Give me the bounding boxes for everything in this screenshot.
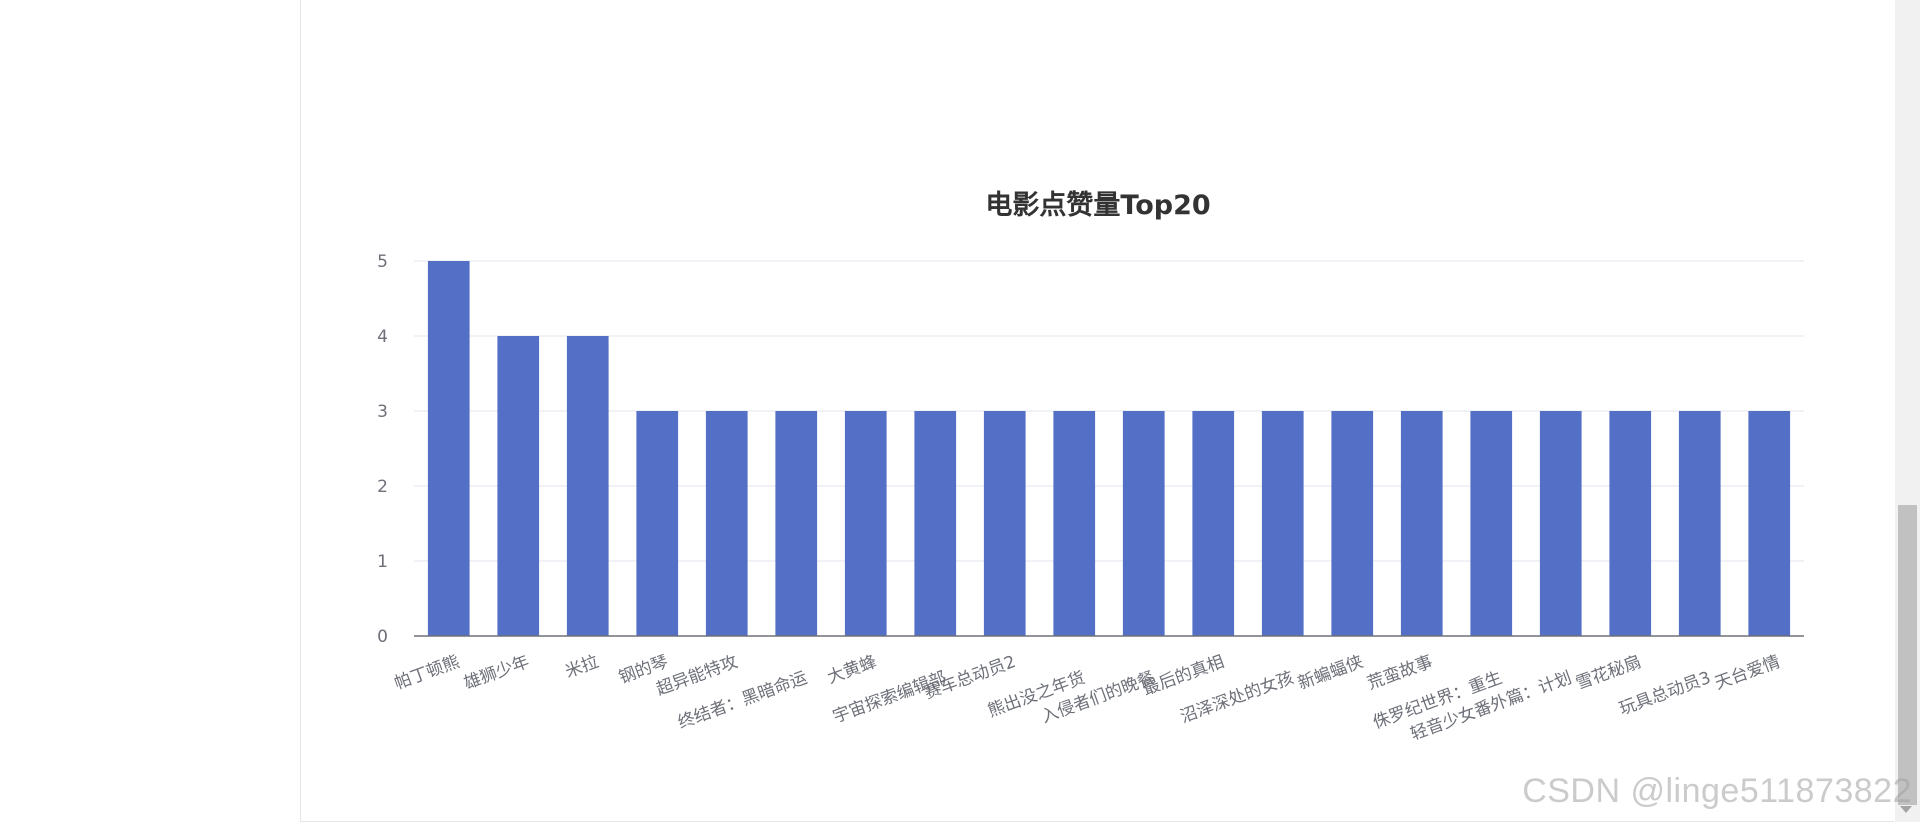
scrollbar-thumb[interactable] (1898, 505, 1917, 805)
x-tick-label: 雄狮少年 (461, 652, 532, 694)
x-tick-label: 帕丁顿熊 (392, 652, 463, 694)
bar[interactable] (1400, 411, 1443, 636)
y-tick-label: 0 (377, 627, 388, 647)
y-tick-label: 1 (377, 552, 388, 572)
x-tick-label: 大黄蜂 (825, 652, 880, 688)
bar[interactable] (1053, 411, 1096, 636)
y-tick-label: 3 (377, 402, 388, 422)
bar[interactable] (636, 411, 679, 636)
x-tick-label: 新蝙蝠侠 (1295, 652, 1366, 694)
bar[interactable] (1122, 411, 1165, 636)
bar[interactable] (1539, 411, 1582, 636)
bar[interactable] (914, 411, 957, 636)
chart-title: 电影点赞量Top20 (985, 190, 1210, 221)
x-tick-label: 玩具总动员3 (1617, 668, 1714, 720)
bar[interactable] (497, 336, 540, 636)
x-tick-label: 天台爱情 (1712, 652, 1783, 694)
x-tick-label: 超异能特攻 (654, 652, 741, 700)
scroll-down-arrow-icon[interactable] (1900, 806, 1912, 813)
watermark: CSDN @linge511873822 (1522, 772, 1912, 810)
bar[interactable] (775, 411, 818, 636)
bar[interactable] (1261, 411, 1304, 636)
bar[interactable] (1192, 411, 1235, 636)
y-tick-label: 5 (377, 252, 388, 272)
bar[interactable] (844, 411, 887, 636)
bar[interactable] (983, 411, 1026, 636)
y-tick-label: 4 (377, 327, 388, 347)
x-tick-label: 雪花秘扇 (1573, 652, 1644, 694)
bar[interactable] (1748, 411, 1791, 636)
x-tick-label: 最后的真相 (1140, 652, 1227, 700)
bar[interactable] (1678, 411, 1721, 636)
bars (427, 261, 1791, 636)
grid-lines (414, 260, 1804, 562)
x-tick-label: 荒蛮故事 (1365, 652, 1436, 694)
bar[interactable] (1470, 411, 1513, 636)
bar[interactable] (566, 336, 609, 636)
y-tick-label: 2 (377, 477, 388, 497)
x-tick-label: 米拉 (563, 652, 602, 682)
y-axis: 0 1 2 3 4 5 (377, 252, 388, 647)
bar[interactable] (427, 261, 470, 636)
bar[interactable] (1331, 411, 1374, 636)
bar[interactable] (705, 411, 748, 636)
bar[interactable] (1609, 411, 1652, 636)
